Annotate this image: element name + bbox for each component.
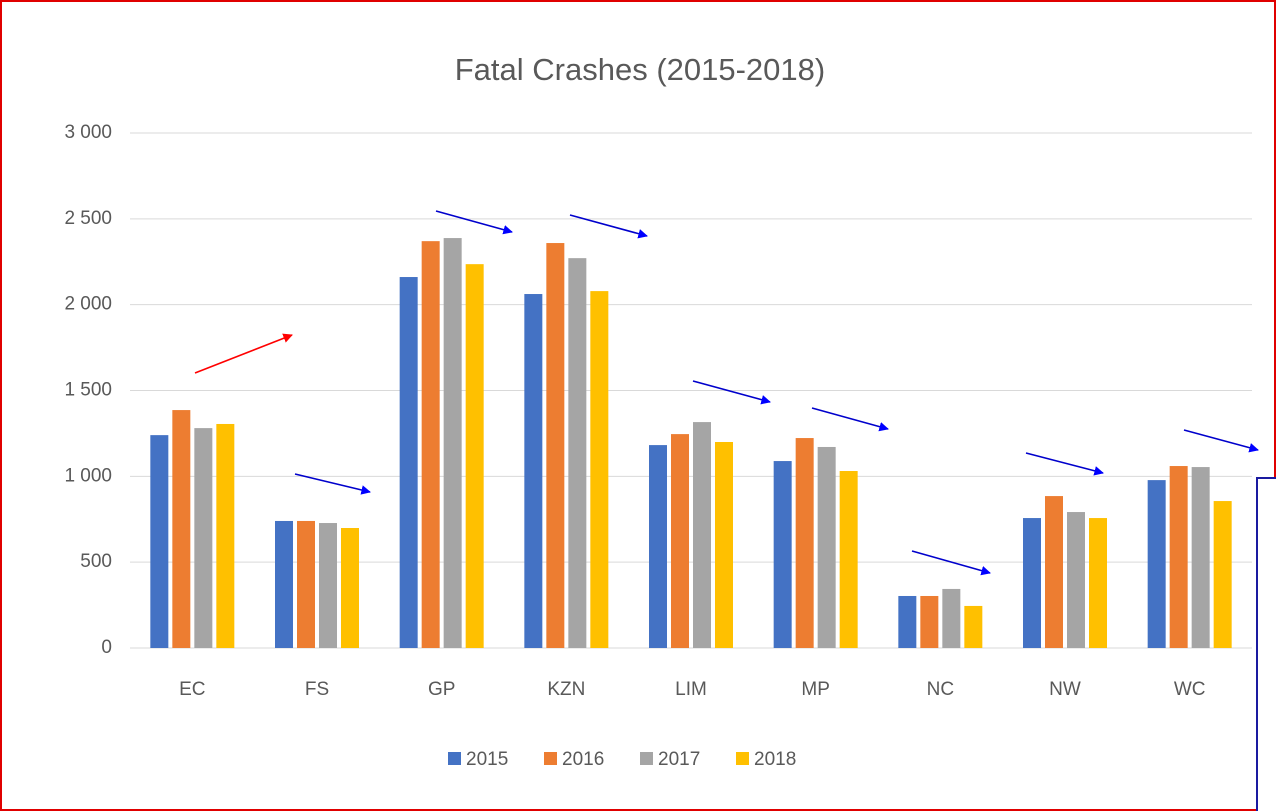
bar xyxy=(693,422,711,648)
bar xyxy=(1148,480,1166,648)
bar xyxy=(172,410,190,648)
bar xyxy=(216,424,234,648)
x-tick-label: EC xyxy=(179,679,205,700)
legend-swatch xyxy=(640,752,653,765)
bar xyxy=(796,438,814,648)
bar xyxy=(568,258,586,648)
arrow xyxy=(693,381,770,402)
arrow xyxy=(812,408,888,429)
arrow xyxy=(195,335,292,373)
chart: 0 500 1 000 1 500 2 000 2 500 3 000 EC FS GP KZN LI… xyxy=(0,0,1276,811)
y-tick-label: 0 xyxy=(101,637,112,658)
bar xyxy=(920,596,938,648)
bar xyxy=(840,471,858,648)
legend-label: 2018 xyxy=(754,749,796,770)
bar xyxy=(341,528,359,648)
bar xyxy=(1214,501,1232,648)
bar xyxy=(942,589,960,648)
bar xyxy=(964,606,982,648)
legend-swatch xyxy=(544,752,557,765)
x-tick-label: KZN xyxy=(547,679,585,700)
bar xyxy=(194,428,212,648)
bar xyxy=(590,291,608,648)
arrow xyxy=(1026,453,1103,473)
legend-label: 2017 xyxy=(658,749,700,770)
arrow xyxy=(436,211,512,232)
legend-swatch xyxy=(736,752,749,765)
y-tick-label: 3 000 xyxy=(64,122,112,143)
x-tick-label: NW xyxy=(1049,679,1081,700)
bar xyxy=(546,243,564,648)
bar xyxy=(524,294,542,648)
x-tick-label: LIM xyxy=(675,679,707,700)
bar xyxy=(319,523,337,648)
bar xyxy=(1023,518,1041,648)
x-tick-label: WC xyxy=(1174,679,1206,700)
chart-title: Fatal Crashes (2015-2018) xyxy=(455,52,825,87)
bar xyxy=(150,435,168,648)
bar xyxy=(774,461,792,648)
side-box xyxy=(1257,478,1276,811)
legend-label: 2015 xyxy=(466,749,508,770)
x-tick-label: MP xyxy=(801,679,830,700)
bar xyxy=(715,442,733,648)
x-tick-label: GP xyxy=(428,679,455,700)
bar xyxy=(1170,466,1188,648)
y-tick-label: 2 500 xyxy=(64,208,112,229)
bar xyxy=(1089,518,1107,648)
arrow xyxy=(1184,430,1258,450)
bar xyxy=(466,264,484,648)
bar xyxy=(649,445,667,648)
x-tick-label: NC xyxy=(927,679,954,700)
plot: 0 500 1 000 1 500 2 000 2 500 3 000 EC FS GP KZN LI… xyxy=(64,122,1252,770)
bar xyxy=(818,447,836,648)
bar xyxy=(898,596,916,648)
bar xyxy=(275,521,293,648)
bar xyxy=(297,521,315,648)
bar xyxy=(1067,512,1085,648)
bar xyxy=(444,238,462,648)
bar xyxy=(671,434,689,648)
bar xyxy=(1192,467,1210,648)
x-tick-label: FS xyxy=(305,679,329,700)
bar xyxy=(422,241,440,648)
y-tick-label: 1 500 xyxy=(64,380,112,401)
y-tick-label: 1 000 xyxy=(64,465,112,486)
y-tick-label: 2 000 xyxy=(64,294,112,315)
legend-label: 2016 xyxy=(562,749,604,770)
bar xyxy=(400,277,418,648)
bar xyxy=(1045,496,1063,648)
y-tick-label: 500 xyxy=(80,551,112,572)
arrow xyxy=(570,215,647,236)
legend-swatch xyxy=(448,752,461,765)
